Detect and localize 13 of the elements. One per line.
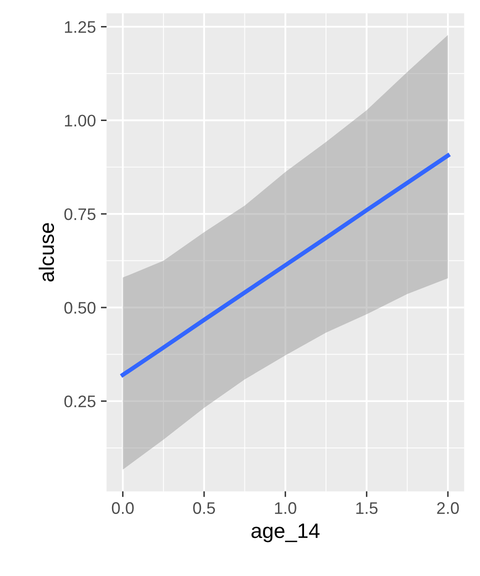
y-tick-label: 0.25: [64, 396, 96, 408]
x-tick-label: 0.5: [193, 502, 215, 514]
y-tick-label: 0.50: [64, 302, 96, 314]
x-tick-label: 2.0: [437, 502, 459, 514]
y-tick-label: 1.25: [64, 21, 96, 33]
y-axis-title: alcuse: [38, 223, 54, 282]
x-tick-label: 0.0: [112, 502, 134, 514]
y-tick-label: 1.00: [64, 114, 96, 127]
x-tick-label: 1.0: [275, 502, 296, 514]
x-tick-label: 1.5: [356, 502, 378, 514]
y-tick-label: 0.75: [64, 208, 96, 220]
x-axis-title: age_14: [251, 524, 320, 542]
line-series: [120, 153, 450, 377]
